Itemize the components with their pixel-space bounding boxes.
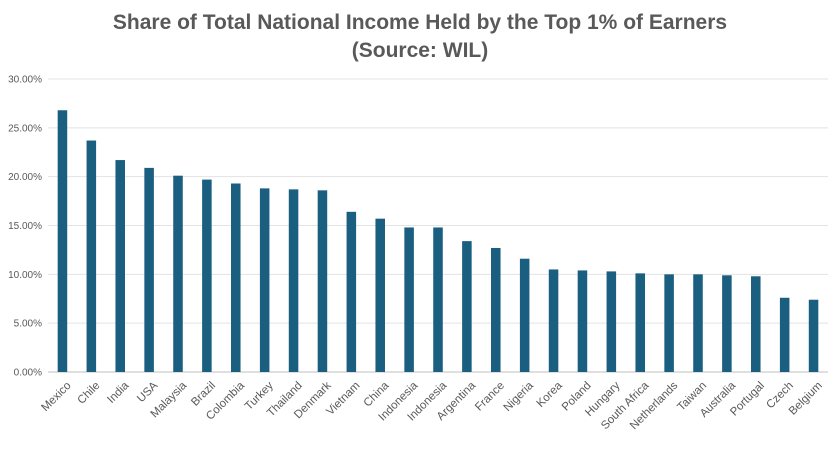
bar-mexico [57,110,68,373]
y-tick-label: 10.00% [8,270,42,281]
bar-australia [722,275,732,372]
bar-malaysia [173,175,183,372]
bar-usa [144,167,154,372]
bar-nigeria [519,258,530,372]
bar-south-africa [635,273,645,372]
x-tick-label: France [473,380,507,414]
y-tick-label: 0.00% [14,368,42,379]
y-tick-label: 30.00% [8,75,42,86]
bar-czech [779,297,790,372]
bar-denmark [317,190,328,372]
bars [57,110,819,373]
bar-netherlands [664,274,674,372]
bar-brazil [202,179,212,372]
bar-turkey [259,188,270,372]
bar-france [491,247,501,372]
x-tick-label: Nigeria [502,379,537,414]
bar-korea [548,269,559,372]
y-tick-label: 25.00% [8,123,42,134]
y-axis-ticks: 0.00% 5.00% 10.00% 15.00% 20.00% 25.00% 30.00% [8,75,42,379]
bar-india [115,160,125,372]
bar-belgium [808,299,819,372]
bar-portugal [751,276,761,372]
x-tick-label: USA [135,380,160,405]
bar-argentina [462,241,472,372]
bar-thailand [288,189,299,372]
x-tick-label: Mexico [39,380,73,414]
bar-hungary [606,271,617,372]
x-tick-label: India [105,379,132,406]
bar-indonesia [404,227,414,372]
bar-china [375,218,385,372]
bar-poland [577,270,588,372]
bar-vietnam [346,211,357,372]
y-tick-label: 20.00% [8,172,42,183]
bar-indonesia [433,227,443,372]
x-tick-label: Chile [76,380,103,407]
bar-taiwan [693,274,703,372]
chart-subtitle: (Source: WIL) [351,39,489,62]
chart-title: Share of Total National Income Held by t… [112,11,728,34]
bar-colombia [231,183,241,372]
y-tick-label: 5.00% [14,319,42,330]
bar-chile [86,140,97,372]
y-tick-label: 15.00% [8,221,42,232]
